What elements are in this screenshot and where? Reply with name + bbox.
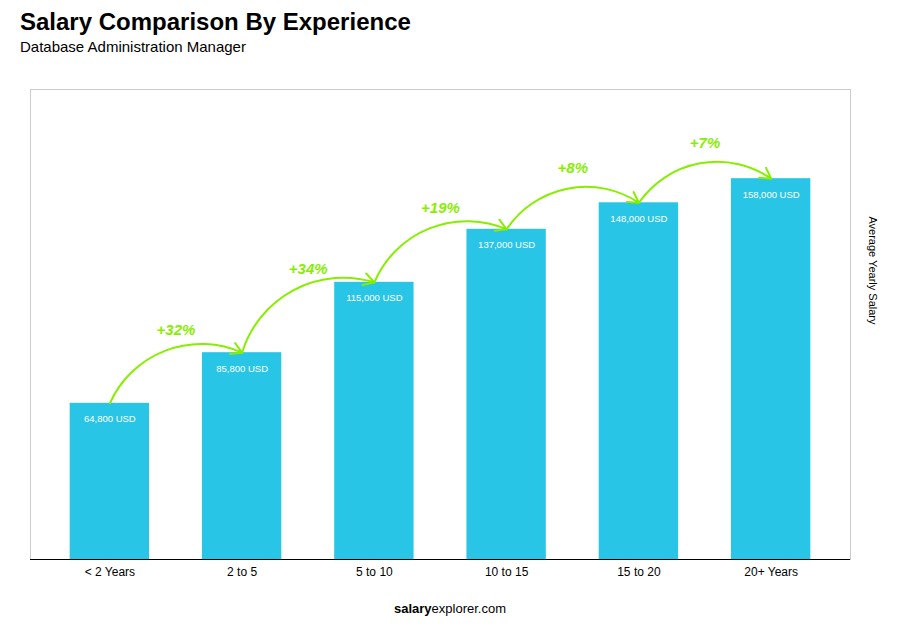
svg-text:< 2 Years: < 2 Years xyxy=(85,565,135,579)
svg-text:20+ Years: 20+ Years xyxy=(744,565,798,579)
svg-text:10 to 15: 10 to 15 xyxy=(485,565,529,579)
svg-text:158,000 USD: 158,000 USD xyxy=(743,189,800,200)
html-text:Salary Comparison By Experienc: Salary Comparison By Experience xyxy=(20,8,411,35)
svg-text:15 to 20: 15 to 20 xyxy=(617,565,661,579)
svg-text:115,000 USD: 115,000 USD xyxy=(346,292,402,303)
svg-text:+34%: +34% xyxy=(289,260,328,277)
svg-text:2 to 5: 2 to 5 xyxy=(227,565,257,579)
svg-text:+19%: +19% xyxy=(421,199,460,216)
svg-text:+32%: +32% xyxy=(157,321,196,338)
svg-text:+7%: +7% xyxy=(690,134,720,151)
svg-text:64,800 USD: 64,800 USD xyxy=(84,413,136,424)
svg-text:137,000 USD: 137,000 USD xyxy=(478,239,535,250)
svg-text:5 to 10: 5 to 10 xyxy=(356,565,393,579)
html-text:Database Administration Manage: Database Administration Manager xyxy=(20,38,246,55)
svg-text:+8%: +8% xyxy=(558,159,588,176)
svg-text:Average Yearly Salary: Average Yearly Salary xyxy=(867,216,879,325)
svg-text:85,800 USD: 85,800 USD xyxy=(216,363,268,374)
svg-text:148,000 USD: 148,000 USD xyxy=(610,213,667,224)
html-text:salary explorer.com: salary explorer.com xyxy=(394,601,506,616)
